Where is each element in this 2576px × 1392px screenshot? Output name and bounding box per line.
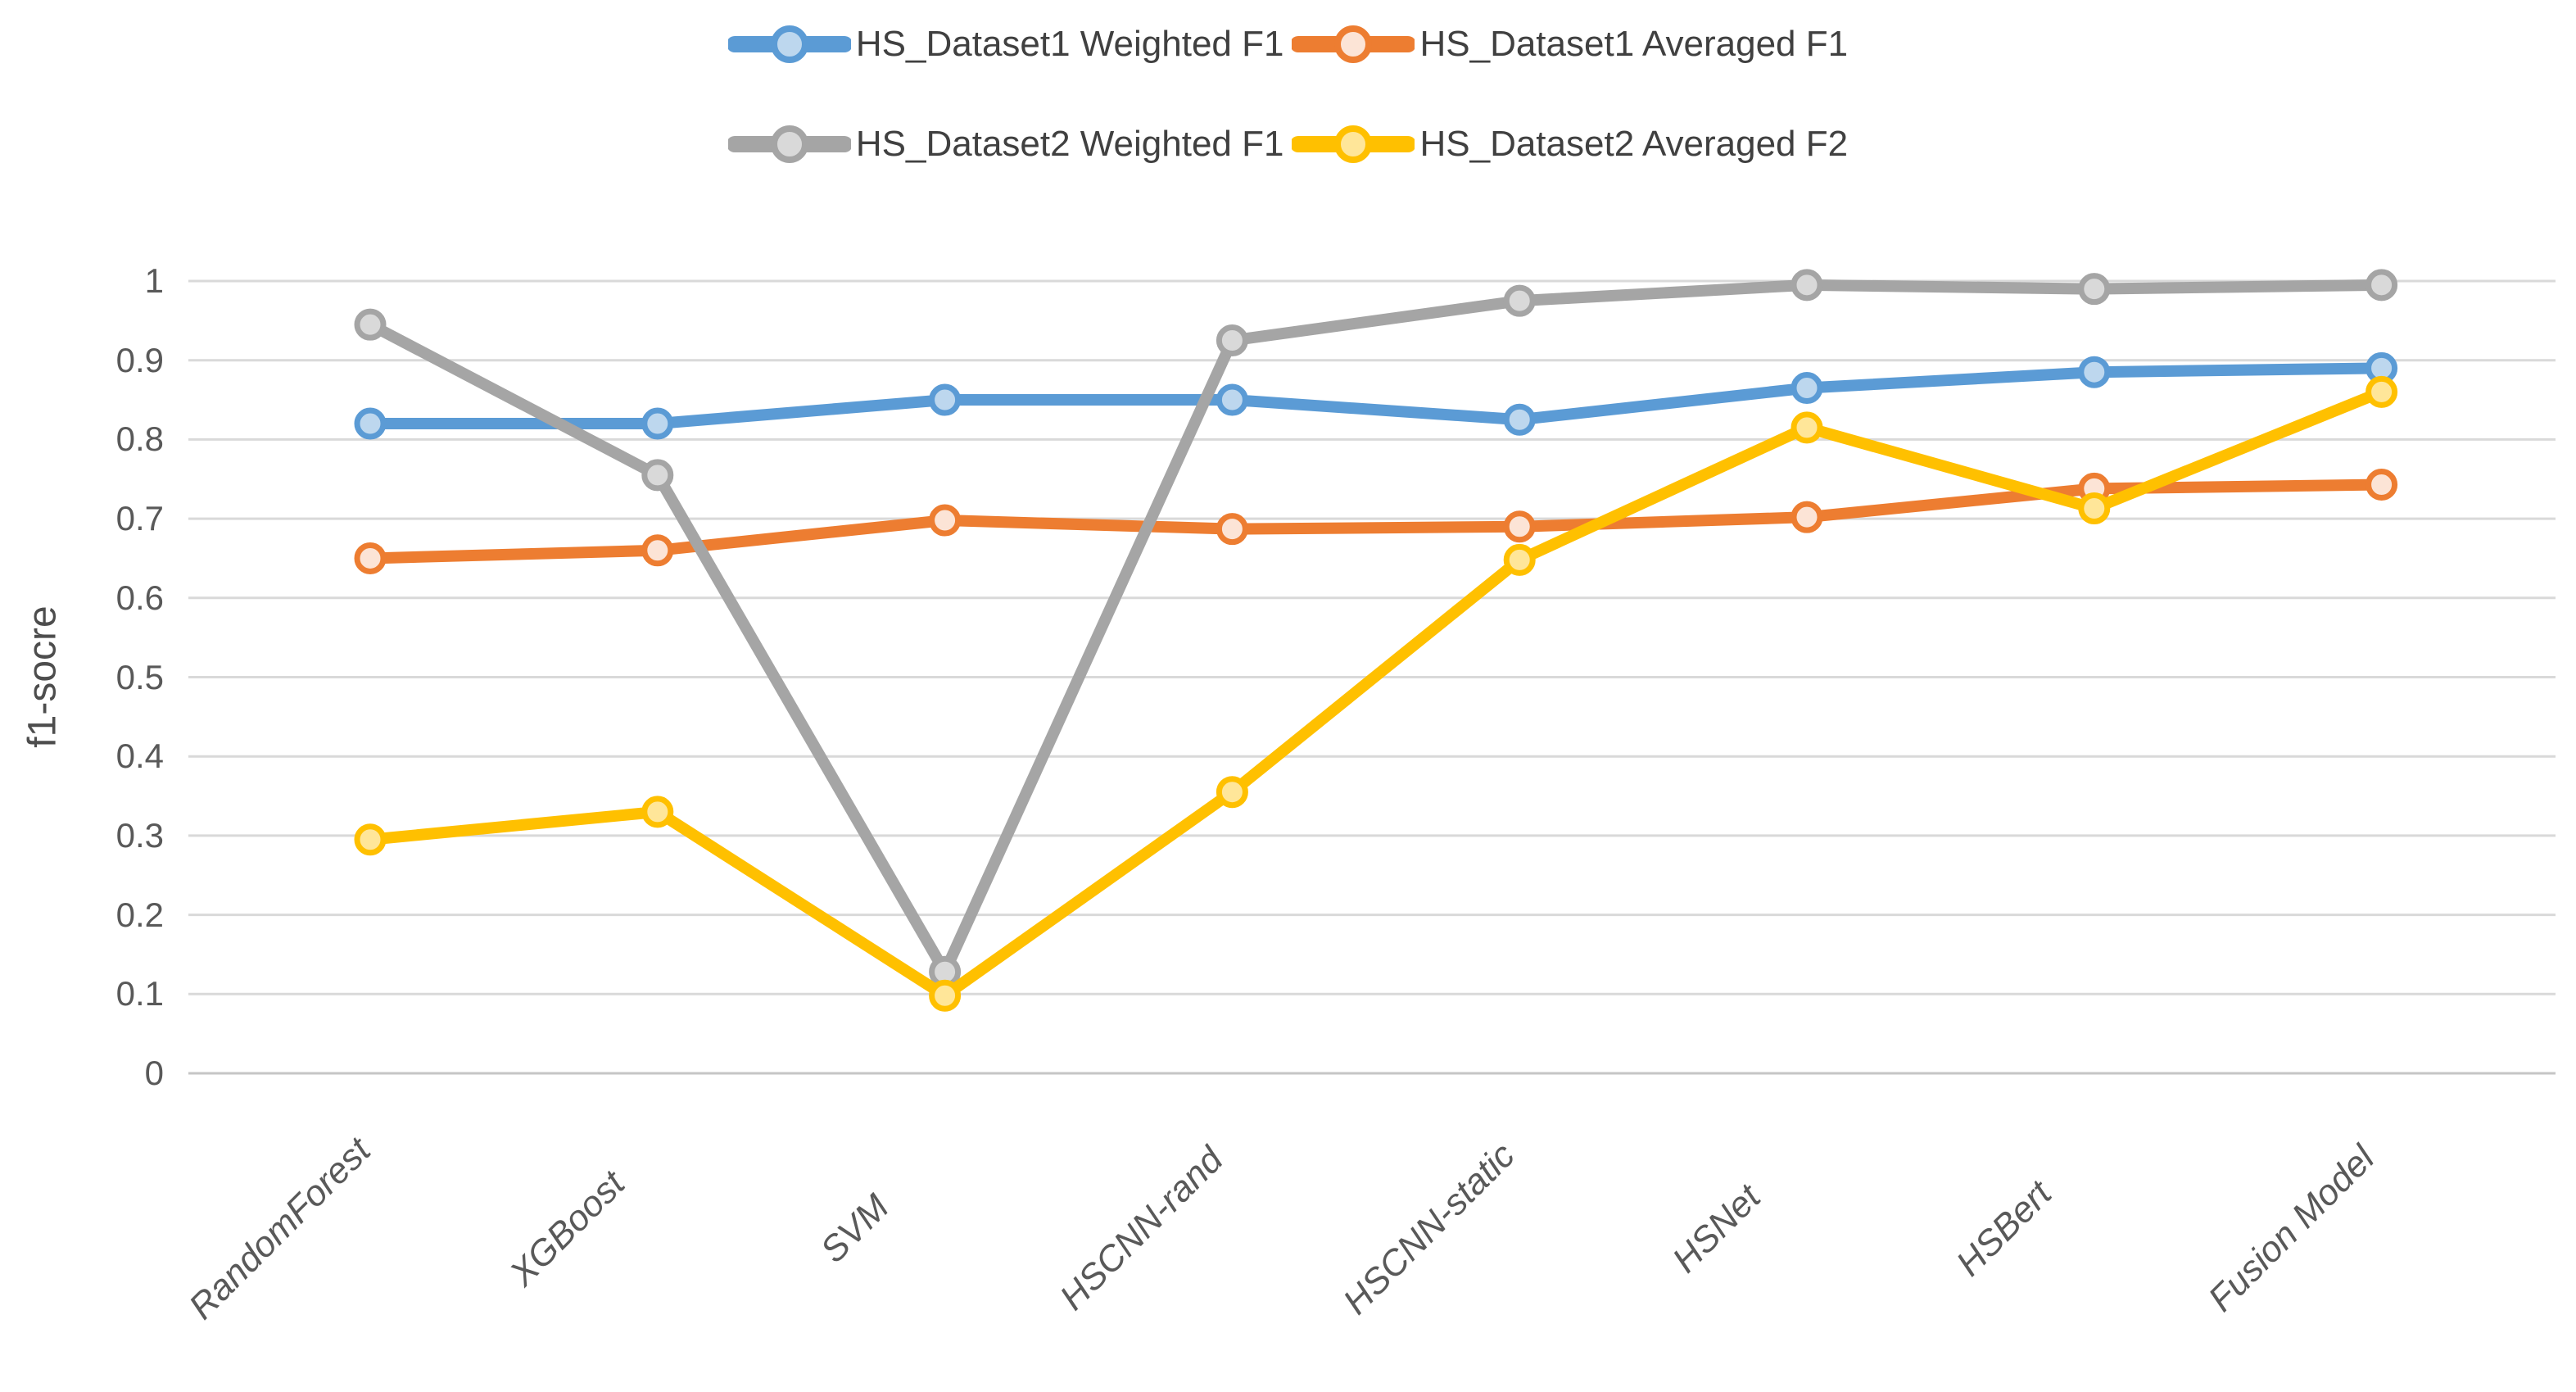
series-marker (2078, 273, 2111, 306)
legend-entry: HS_Dataset1 Weighted F1 (727, 18, 1284, 70)
legend-entry: HS_Dataset2 Averaged F2 (1292, 118, 1848, 170)
series-line-0 (364, 362, 2388, 430)
legend-label: HS_Dataset1 Averaged F1 (1419, 24, 1849, 64)
chart-legend: HS_Dataset1 Weighted F1 HS_Dataset1 Avera… (0, 18, 2576, 170)
series-marker (929, 504, 962, 537)
y-tick-label: 0.2 (115, 895, 164, 934)
series-marker (929, 979, 962, 1012)
series-marker (354, 542, 387, 574)
series-marker (1216, 383, 1248, 416)
series-marker (1791, 269, 1823, 302)
series-marker (1503, 543, 1536, 576)
legend-series-marker-icon (1292, 25, 1415, 63)
y-tick-label: 0.8 (115, 419, 164, 459)
series-marker (1503, 510, 1536, 543)
legend-label: HS_Dataset1 Weighted F1 (855, 24, 1284, 64)
y-tick-label: 0 (144, 1054, 164, 1092)
series-marker (641, 459, 674, 492)
series-marker (1216, 513, 1248, 546)
y-tick-label: 1 (144, 261, 164, 300)
series-marker (2078, 492, 2111, 525)
legend-entry: HS_Dataset2 Weighted F1 (727, 118, 1284, 170)
series-marker (2365, 469, 2398, 501)
y-axis-title: f1-socre (20, 605, 65, 748)
series-marker (1216, 324, 1248, 357)
legend-entry: HS_Dataset1 Averaged F1 (1292, 18, 1848, 70)
series-marker (1503, 403, 1536, 436)
series-marker (354, 407, 387, 440)
y-tick-label: 0.4 (115, 737, 164, 776)
y-tick-label: 0.3 (115, 815, 164, 855)
legend-label: HS_Dataset2 Weighted F1 (855, 124, 1284, 164)
series-marker (641, 407, 674, 440)
series-marker (641, 534, 674, 567)
y-tick-label: 0.5 (115, 657, 164, 696)
y-tick-label: 0.9 (115, 340, 164, 379)
legend-series-marker-icon (727, 25, 851, 63)
series-marker (2365, 269, 2398, 302)
y-tick-label: 0.1 (115, 974, 164, 1013)
series-line-3 (364, 386, 2388, 1002)
legend-row: HS_Dataset1 Weighted F1 HS_Dataset1 Avera… (727, 18, 1848, 70)
y-tick-label: 0.6 (115, 578, 164, 617)
series-marker (641, 796, 674, 828)
series-marker (1791, 501, 1823, 533)
legend-label: HS_Dataset2 Averaged F2 (1419, 124, 1849, 164)
y-tick-label: 0.7 (115, 499, 164, 538)
legend-row: HS_Dataset2 Weighted F1 HS_Dataset2 Avera… (727, 118, 1848, 170)
series-marker (354, 308, 387, 341)
series-marker (1503, 284, 1536, 317)
series-marker (1216, 776, 1248, 809)
series-marker (929, 383, 962, 416)
series-marker (2365, 375, 2398, 408)
series-line-2 (364, 279, 2388, 978)
series-marker (354, 823, 387, 856)
legend-series-marker-icon (1292, 125, 1415, 163)
legend-series-marker-icon (727, 125, 851, 163)
series-marker (1791, 411, 1823, 444)
series-marker (2078, 356, 2111, 388)
series-marker (1791, 372, 1823, 405)
